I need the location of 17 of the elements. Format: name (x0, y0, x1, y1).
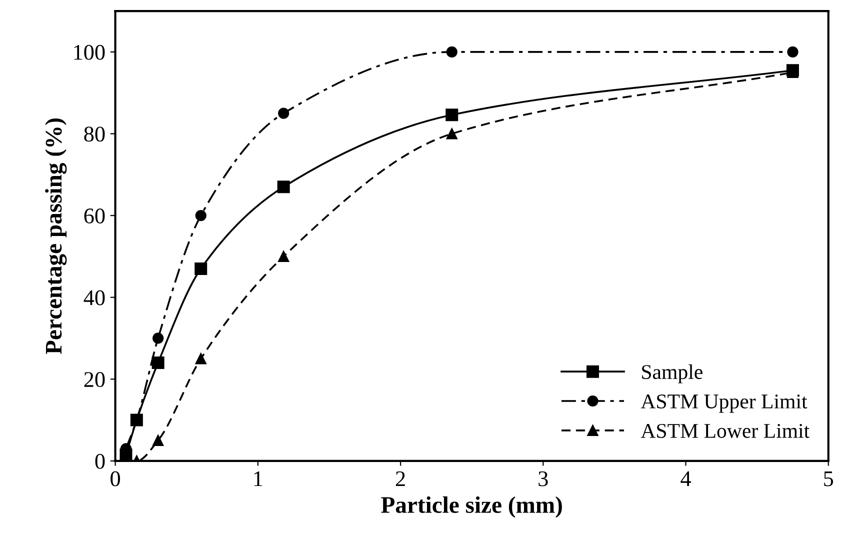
y-tick-label: 40 (84, 290, 105, 306)
y-tick-label: 80 (84, 126, 105, 142)
y-tick-label: 20 (84, 372, 105, 388)
x-tick-label: 5 (824, 472, 834, 486)
x-axis-title: Particle size (mm) (381, 496, 562, 518)
y-axis-title: Percentage passing (%) (45, 118, 67, 354)
x-tick-label: 2 (396, 471, 405, 486)
legend-label: Sample (642, 364, 702, 384)
x-tick-label: 4 (680, 471, 691, 486)
x-tick-label: 1 (254, 471, 262, 486)
y-tick-label: 0 (95, 454, 105, 469)
x-tick-label: 0 (110, 471, 120, 486)
x-tick-label: 3 (538, 471, 548, 486)
y-tick-label: 100 (74, 44, 105, 60)
y-tick-label: 60 (84, 208, 105, 224)
legend-label: ASTM Upper Limit (640, 394, 808, 413)
legend-label: ASTM Lower Limit (640, 424, 810, 438)
